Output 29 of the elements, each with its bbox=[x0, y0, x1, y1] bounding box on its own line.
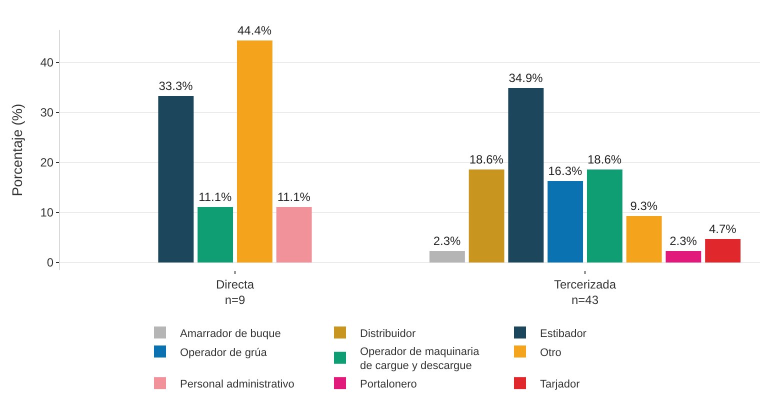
y-tick-label: 30 bbox=[40, 106, 54, 120]
legend-label: Tarjador bbox=[540, 378, 580, 390]
legend-label: Otro bbox=[540, 346, 562, 359]
legend-label: Portalonero bbox=[360, 378, 417, 390]
legend-label: Operador de grúa bbox=[180, 346, 268, 359]
data-label: 11.1% bbox=[277, 190, 311, 204]
data-label: 2.3% bbox=[433, 234, 462, 248]
data-label: 18.6% bbox=[588, 152, 622, 166]
data-label: 44.4% bbox=[238, 24, 272, 38]
legend-label: Operador de maquinaria de cargue y descargue bbox=[360, 346, 480, 372]
legend-label: Distribuidor bbox=[360, 328, 416, 340]
y-tick-label: 10 bbox=[40, 206, 54, 220]
data-label: 34.9% bbox=[508, 71, 544, 85]
data-label: 2.3% bbox=[670, 234, 698, 248]
legend-label: Estibador bbox=[540, 328, 587, 340]
x-tick-label: Tercerizada n=43 bbox=[554, 277, 616, 307]
legend-label: Personal administrativo bbox=[180, 378, 294, 390]
data-label: 18.6% bbox=[469, 152, 504, 166]
y-axis-title: Porcentaje (%) bbox=[9, 104, 25, 196]
y-tick-label: 20 bbox=[40, 156, 54, 170]
legend-label: Amarrador de buque bbox=[180, 328, 281, 340]
data-label: 16.3% bbox=[548, 164, 582, 178]
data-label: 4.7% bbox=[708, 222, 737, 236]
x-tick-label: Directa n=9 bbox=[216, 277, 254, 307]
y-tick-label: 40 bbox=[40, 56, 54, 70]
y-tick-label: 0 bbox=[46, 256, 54, 270]
data-label: 33.3% bbox=[158, 79, 194, 93]
data-label: 9.3% bbox=[630, 199, 658, 213]
data-label: 11.1% bbox=[198, 190, 232, 204]
